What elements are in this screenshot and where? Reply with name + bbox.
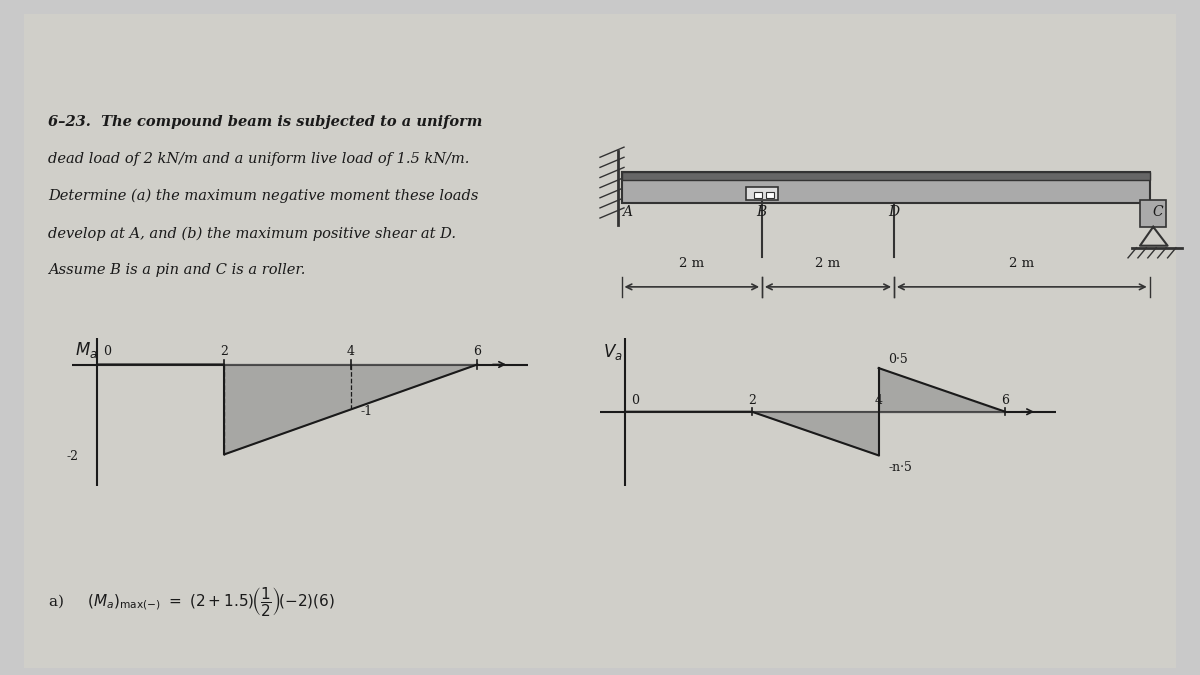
Bar <box>754 192 762 198</box>
Text: 4: 4 <box>347 345 355 358</box>
Bar <box>622 172 1150 202</box>
Text: 6: 6 <box>473 345 481 358</box>
Text: C: C <box>1152 205 1163 219</box>
Text: -n·5: -n·5 <box>888 460 912 474</box>
Text: 2 m: 2 m <box>816 257 840 270</box>
Text: 2 m: 2 m <box>679 257 704 270</box>
Text: develop at A, and (b) the maximum positive shear at D.: develop at A, and (b) the maximum positi… <box>48 226 456 240</box>
Bar <box>766 192 774 198</box>
Polygon shape <box>97 364 478 454</box>
Text: A: A <box>622 205 631 219</box>
Text: $V_a$: $V_a$ <box>604 342 623 362</box>
Text: 0: 0 <box>103 345 110 358</box>
Text: Assume B is a pin and C is a roller.: Assume B is a pin and C is a roller. <box>48 263 305 277</box>
FancyBboxPatch shape <box>24 14 1176 668</box>
Text: -2: -2 <box>66 450 78 463</box>
Text: 0: 0 <box>631 394 638 406</box>
Text: 2 m: 2 m <box>1009 257 1034 270</box>
Polygon shape <box>625 412 878 456</box>
Polygon shape <box>878 368 1006 412</box>
Bar <box>622 172 1150 180</box>
Text: -1: -1 <box>360 405 372 418</box>
Text: dead load of 2 kN/m and a uniform live load of 1.5 kN/m.: dead load of 2 kN/m and a uniform live l… <box>48 152 469 166</box>
Text: 2: 2 <box>748 394 756 406</box>
Text: 6–23.  The compound beam is subjected to a uniform: 6–23. The compound beam is subjected to … <box>48 115 482 129</box>
Text: 0·5: 0·5 <box>888 353 908 367</box>
Text: 4: 4 <box>875 394 883 406</box>
Text: 2: 2 <box>220 345 228 358</box>
Text: a)     $(M_a)_{\mathrm{max}(-)}\ =\ (2 + 1.5)\!\left(\dfrac{1}{2}\right)\!(-2)(6: a) $(M_a)_{\mathrm{max}(-)}\ =\ (2 + 1.5… <box>48 585 335 618</box>
Bar <box>746 187 778 200</box>
Bar <box>1140 200 1166 227</box>
Text: D: D <box>888 205 899 219</box>
Text: Determine (a) the maximum negative moment these loads: Determine (a) the maximum negative momen… <box>48 189 479 203</box>
Text: 6: 6 <box>1001 394 1009 406</box>
Text: B: B <box>756 205 767 219</box>
Text: $M_a$: $M_a$ <box>76 340 98 360</box>
